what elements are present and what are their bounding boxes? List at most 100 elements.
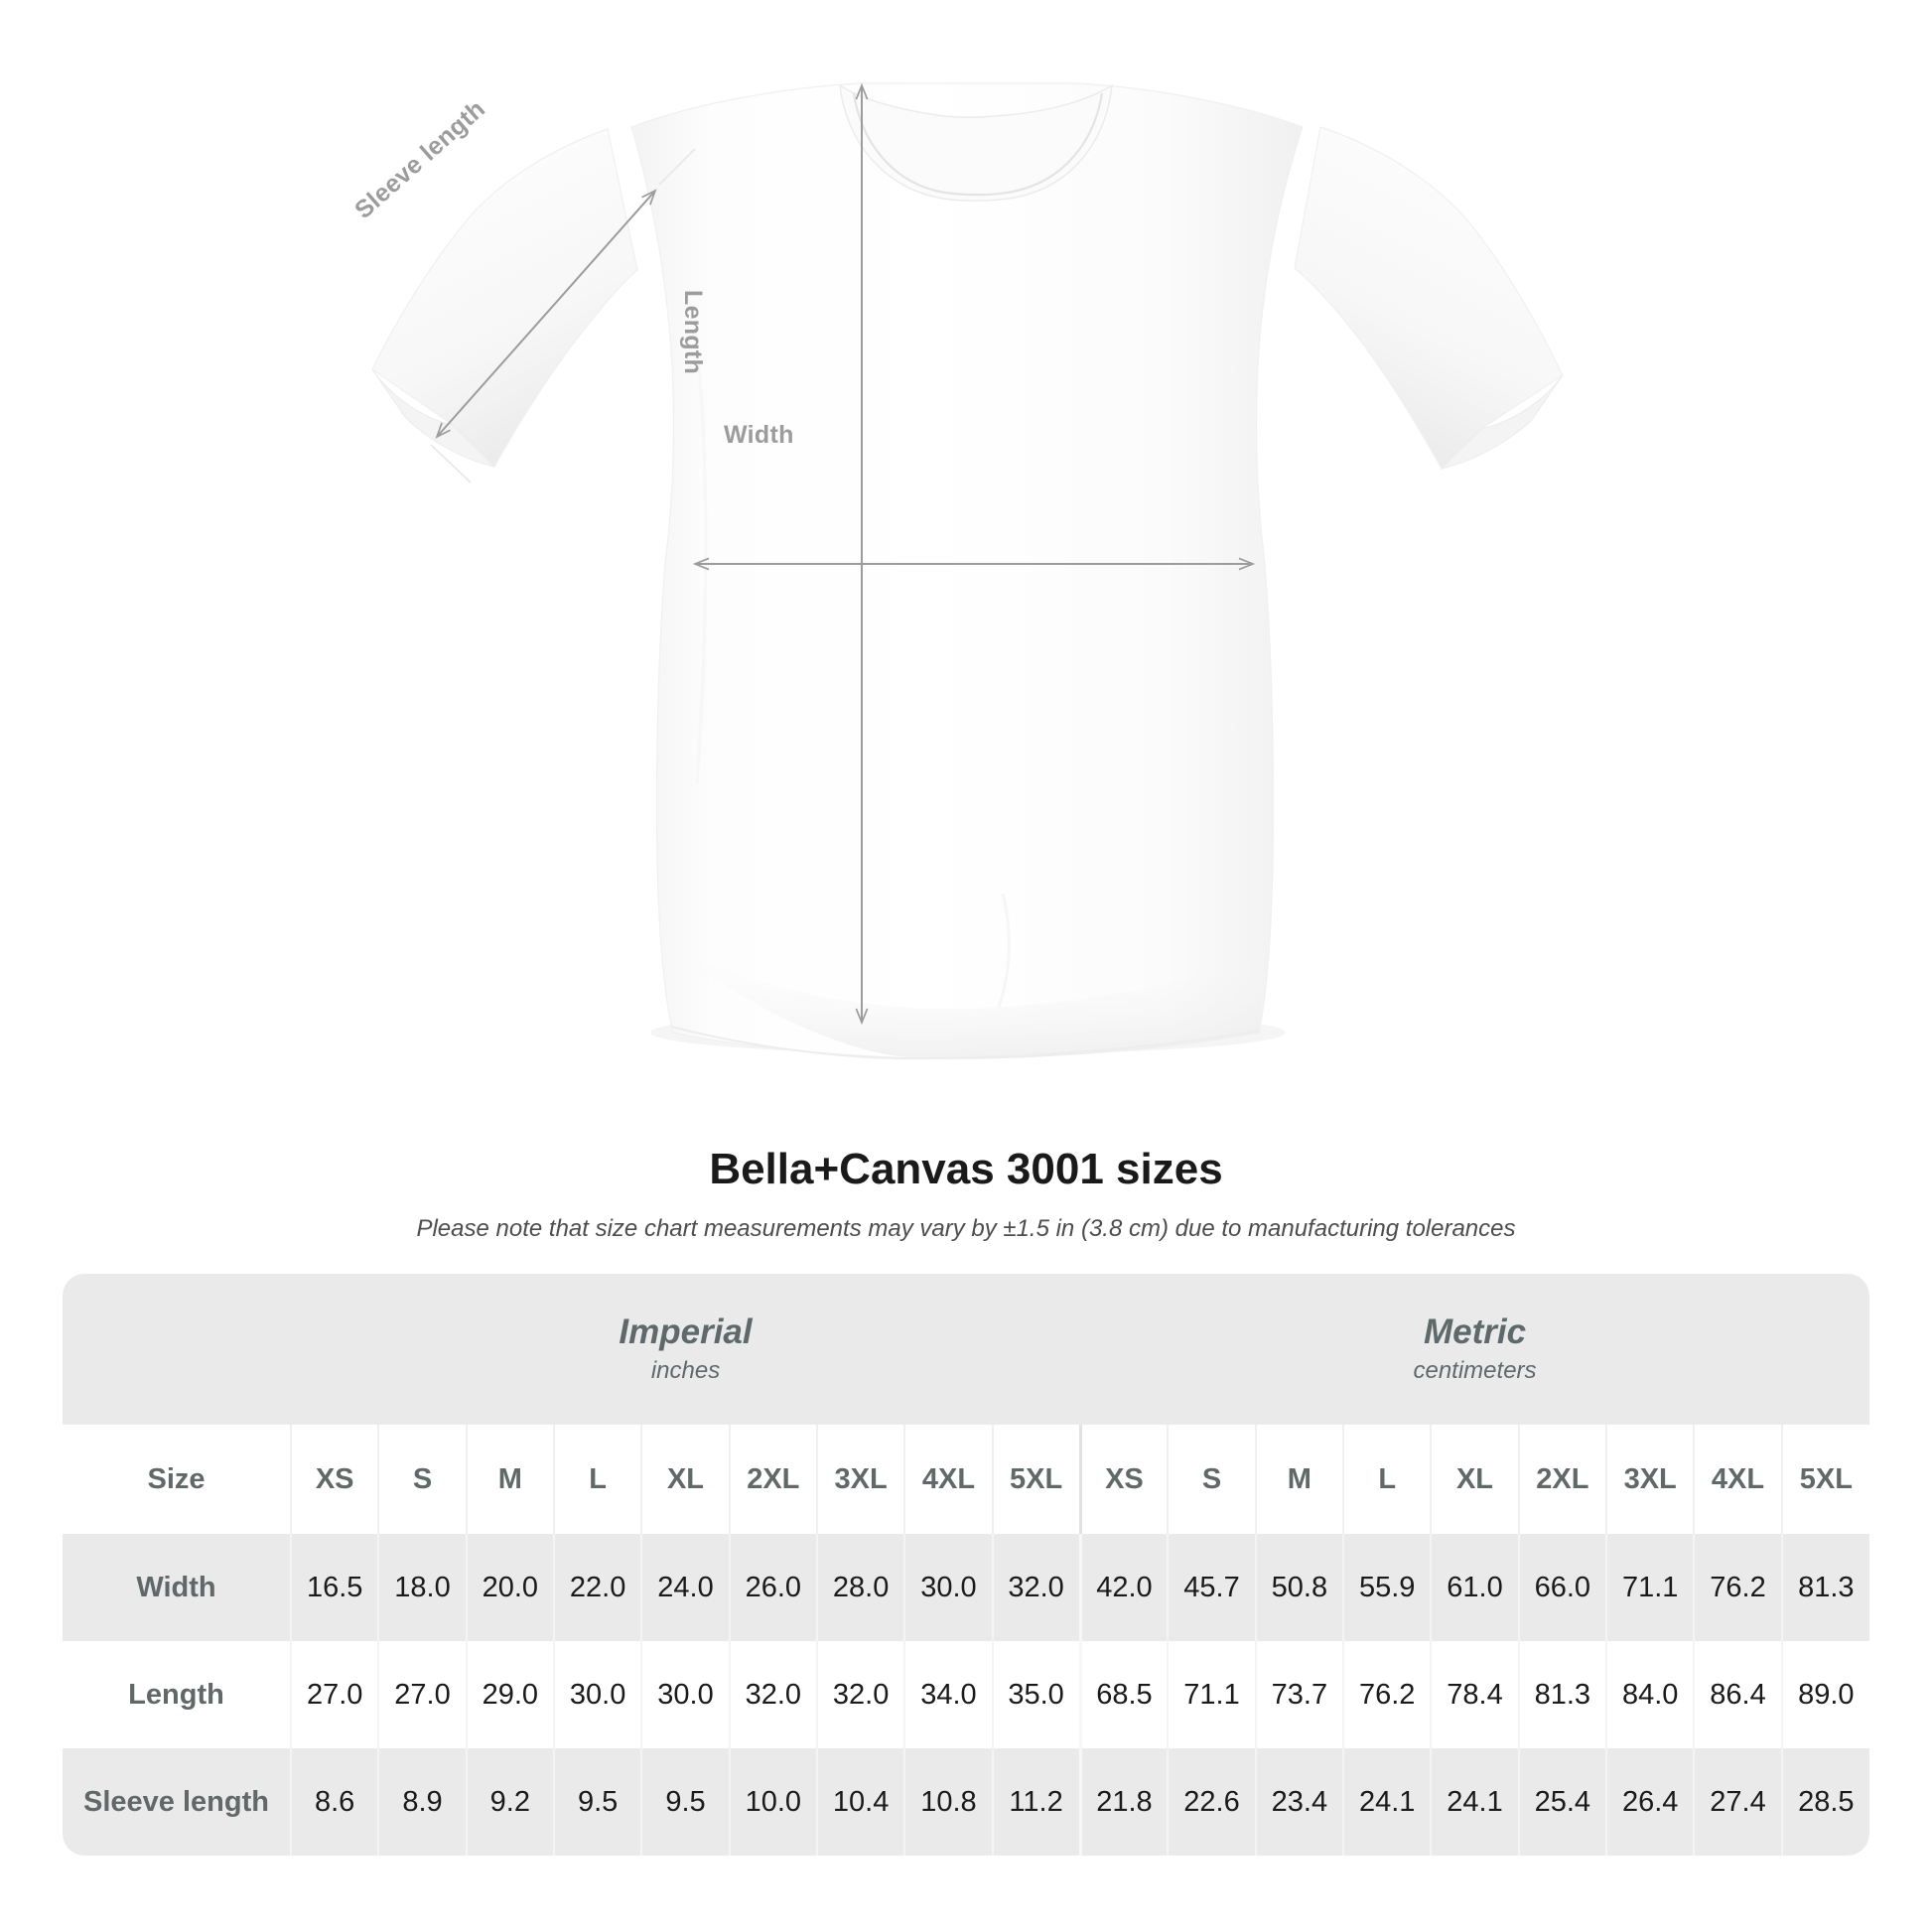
tolerance-note: Please note that size chart measurements…: [416, 1215, 1516, 1242]
unit-banner-row: Imperial inches Metric centimeters: [63, 1274, 1869, 1425]
size-header-label: Size: [63, 1425, 291, 1534]
measurement-cell: 26.4: [1604, 1748, 1695, 1856]
measurement-cell: 9.5: [640, 1748, 730, 1856]
measurement-cell: 71.1: [1167, 1641, 1256, 1748]
measurement-cell: 28.5: [1780, 1748, 1869, 1856]
measurement-cell: 21.8: [1078, 1748, 1169, 1856]
measurement-cell: 28.0: [815, 1534, 905, 1641]
unit-group-subtitle: inches: [650, 1357, 721, 1385]
measurement-cell: 32.0: [991, 1534, 1081, 1641]
size-chart-table: Imperial inches Metric centimeters Size XS S M L…: [63, 1274, 1869, 1856]
measurement-cell: 10.0: [728, 1748, 817, 1856]
measurement-cell: 50.8: [1254, 1534, 1344, 1641]
size-column-header: 3XL: [815, 1425, 905, 1534]
size-column-header: 2XL: [1517, 1425, 1606, 1534]
measurement-row-label: Width: [63, 1534, 291, 1641]
hem-shading: [657, 937, 1265, 1059]
unit-group-metric: Metric centimeters: [1080, 1274, 1869, 1425]
size-chart-table-wrapper: Imperial inches Metric centimeters Size XS S M L…: [63, 1274, 1869, 1856]
unit-group-name: Metric: [1423, 1312, 1527, 1352]
fold-left: [693, 327, 708, 785]
size-column-header: 4XL: [903, 1425, 993, 1534]
measurement-cell: 34.0: [903, 1641, 993, 1748]
measurement-cell: 30.0: [903, 1534, 993, 1641]
measurement-cell: 26.0: [728, 1534, 817, 1641]
measurement-cell: 42.0: [1078, 1534, 1169, 1641]
measurement-cell: 27.4: [1693, 1748, 1782, 1856]
table-row: Width 16.5 18.0 20.0 22.0 24.0 26.0 28.0 30.0 32.…: [63, 1534, 1869, 1641]
measurement-cell: 22.0: [552, 1534, 642, 1641]
size-column-header: S: [1167, 1425, 1256, 1534]
measurement-cell: 32.0: [728, 1641, 817, 1748]
sleeve-length-dimension-arrow: [435, 189, 657, 439]
table-row: Length 27.0 27.0 29.0 30.0 30.0 32.0 32.0 34.0 35…: [63, 1641, 1869, 1748]
right-sleeve: [1294, 126, 1564, 470]
measurement-cell: 84.0: [1604, 1641, 1695, 1748]
unit-group-imperial: Imperial inches: [291, 1274, 1081, 1425]
unit-group-name: Imperial: [619, 1312, 753, 1352]
size-column-header: XL: [640, 1425, 730, 1534]
collar-ribbing: [852, 92, 1104, 197]
measurement-cell: 24.0: [640, 1534, 730, 1641]
size-column-header: XS: [289, 1425, 379, 1534]
measurement-cell: 66.0: [1517, 1534, 1606, 1641]
measurement-cell: 86.4: [1693, 1641, 1782, 1748]
width-label: Width: [724, 421, 794, 449]
size-column-header: M: [1254, 1425, 1344, 1534]
measurement-cell: 35.0: [991, 1641, 1081, 1748]
measurement-cell: 29.0: [465, 1641, 554, 1748]
measurement-cell: 78.4: [1430, 1641, 1519, 1748]
size-column-header: 2XL: [728, 1425, 817, 1534]
size-column-header: L: [1342, 1425, 1432, 1534]
measurement-cell: 10.4: [815, 1748, 905, 1856]
measurement-cell: 89.0: [1780, 1641, 1869, 1748]
measurement-cell: 10.8: [903, 1748, 993, 1856]
measurement-cell: 71.1: [1604, 1534, 1695, 1641]
unit-group-subtitle: centimeters: [1413, 1357, 1537, 1385]
measurement-cell: 61.0: [1430, 1534, 1519, 1641]
size-column-header: S: [377, 1425, 467, 1534]
measurement-row-label: Length: [63, 1641, 291, 1748]
measurement-cell: 25.4: [1517, 1748, 1606, 1856]
measurement-cell: 55.9: [1342, 1534, 1432, 1641]
size-column-header: L: [552, 1425, 642, 1534]
hem-line: [670, 1026, 1260, 1060]
measurement-cell: 9.5: [552, 1748, 642, 1856]
left-cuff: [371, 368, 496, 468]
unit-banner-spacer: [63, 1274, 291, 1425]
size-column-header: 5XL: [1780, 1425, 1869, 1534]
measurement-cell: 22.6: [1167, 1748, 1256, 1856]
measurement-cell: 76.2: [1693, 1534, 1782, 1641]
shirt-body: [630, 82, 1304, 1059]
measurement-cell: 27.0: [377, 1641, 467, 1748]
measurement-cell: 32.0: [815, 1641, 905, 1748]
measurement-cell: 8.6: [289, 1748, 379, 1856]
size-header-row: Size XS S M L XL 2XL 3XL 4XL 5XL XS S M L XL 2XL 3XL 4XL 5…: [63, 1425, 1869, 1534]
table-row: Sleeve length 8.6 8.9 9.2 9.5 9.5 10.0 10.4 10.8…: [63, 1748, 1869, 1856]
measurement-cell: 8.9: [377, 1748, 467, 1856]
measurement-cell: 30.0: [552, 1641, 642, 1748]
size-column-header: M: [465, 1425, 554, 1534]
sleeve-leader-lower: [430, 444, 472, 483]
measurement-cell: 76.2: [1342, 1641, 1432, 1748]
measurement-cell: 73.7: [1254, 1641, 1344, 1748]
fold-center: [997, 893, 1011, 1008]
right-cuff: [1440, 374, 1564, 470]
measurement-cell: 9.2: [465, 1748, 554, 1856]
measurement-cell: 27.0: [289, 1641, 379, 1748]
measurement-cell: 81.3: [1517, 1641, 1606, 1748]
collar: [839, 83, 1113, 202]
tshirt-diagram: Sleeve length Length Width: [349, 82, 1564, 1060]
measurement-cell: 30.0: [640, 1641, 730, 1748]
measurement-cell: 11.2: [991, 1748, 1081, 1856]
size-column-header: XL: [1430, 1425, 1519, 1534]
measurement-cell: 23.4: [1254, 1748, 1344, 1856]
size-column-header: 5XL: [991, 1425, 1081, 1534]
measurement-cell: 81.3: [1780, 1534, 1869, 1641]
sleeve-leader-upper: [658, 148, 696, 186]
measurement-cell: 24.1: [1430, 1748, 1519, 1856]
page-title: Bella+Canvas 3001 sizes: [709, 1145, 1223, 1193]
measurement-cell: 16.5: [289, 1534, 379, 1641]
size-column-header: XS: [1078, 1425, 1169, 1534]
measurement-cell: 68.5: [1078, 1641, 1169, 1748]
